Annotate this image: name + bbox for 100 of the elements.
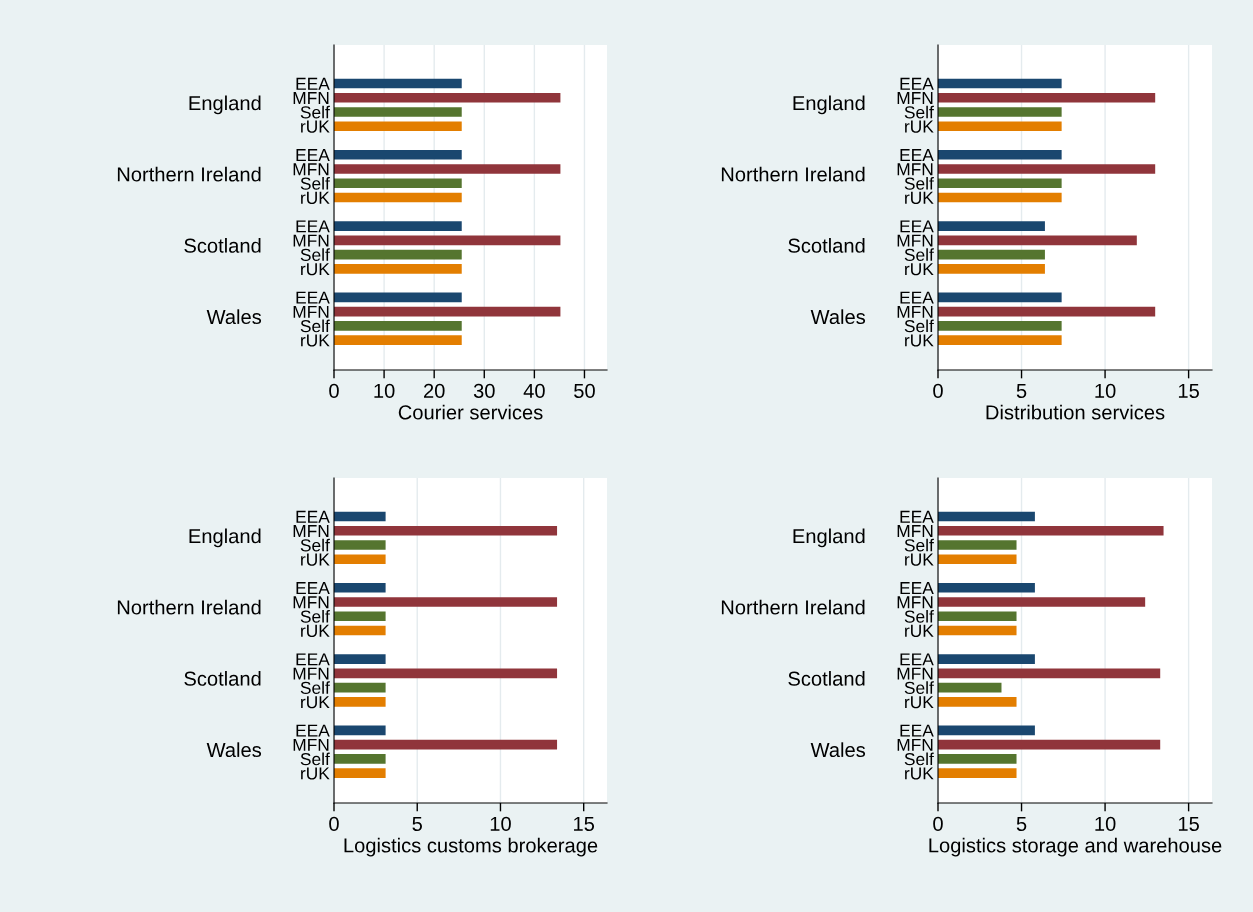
text: Self bbox=[904, 752, 934, 766]
text: MFN bbox=[293, 596, 329, 609]
text: MFN bbox=[897, 738, 933, 751]
text: rUK bbox=[301, 263, 330, 276]
bar bbox=[938, 107, 1062, 117]
x-tick-label: 15 bbox=[574, 816, 595, 831]
series-label: EEA bbox=[900, 510, 934, 523]
y-tick-label: Wales bbox=[810, 309, 866, 325]
x-tick-label: 10 bbox=[374, 383, 395, 398]
y-tick-label: England bbox=[189, 528, 261, 548]
text: EEA bbox=[296, 149, 330, 162]
bar bbox=[938, 611, 1017, 622]
x-axis-title: Logistics storage and warehouse bbox=[929, 837, 1222, 857]
bar bbox=[938, 221, 1045, 231]
series-label: Self bbox=[300, 105, 330, 119]
text: Self bbox=[904, 609, 934, 623]
text: EEA bbox=[296, 220, 330, 233]
text: MFN bbox=[293, 667, 329, 680]
text: EEA bbox=[296, 291, 330, 304]
y-tick-label: Northern Ireland bbox=[721, 599, 865, 615]
bar bbox=[938, 92, 1156, 103]
x-tick-label: 0 bbox=[933, 383, 943, 398]
text: Self bbox=[300, 681, 330, 694]
x-tick-label: 40 bbox=[523, 383, 545, 398]
text: Self bbox=[904, 681, 934, 694]
text: MFN bbox=[293, 305, 329, 318]
y-tick-label: Wales bbox=[206, 742, 262, 758]
text: rUK bbox=[301, 334, 330, 347]
x-tick-label: 5 bbox=[1016, 816, 1027, 831]
bar bbox=[938, 753, 1017, 764]
y-tick-label: England bbox=[189, 95, 261, 115]
bar bbox=[938, 525, 1164, 536]
text: MFN bbox=[897, 596, 933, 609]
text: MFN bbox=[897, 667, 933, 680]
series-label: rUK bbox=[905, 120, 934, 133]
bar bbox=[938, 306, 1156, 317]
text: Self bbox=[300, 319, 330, 333]
text: rUK bbox=[905, 767, 934, 780]
y-tick-label: England bbox=[793, 528, 865, 548]
y-tick-label: Wales bbox=[810, 742, 866, 758]
text: EEA bbox=[900, 291, 934, 304]
text: Self bbox=[904, 176, 934, 190]
series-label: MFN bbox=[897, 525, 933, 538]
text: EEA bbox=[900, 220, 934, 233]
series-label: MFN bbox=[293, 92, 329, 105]
bar bbox=[938, 149, 1062, 160]
x-tick-label: 15 bbox=[1178, 816, 1199, 831]
y-tick-label: Scotland bbox=[184, 671, 261, 686]
bar bbox=[938, 249, 1045, 260]
bar bbox=[938, 668, 1161, 679]
text: Self bbox=[300, 248, 330, 261]
text: EEA bbox=[900, 149, 934, 162]
text: EEA bbox=[296, 582, 330, 595]
bar bbox=[938, 725, 1035, 736]
y-tick-label: Northern Ireland bbox=[721, 166, 865, 182]
text: EEA bbox=[296, 724, 330, 737]
bar bbox=[938, 540, 1017, 550]
series-label: EEA bbox=[296, 510, 330, 523]
series-label: rUK bbox=[905, 553, 934, 566]
bar bbox=[938, 121, 1062, 132]
bar bbox=[938, 292, 1062, 303]
bar bbox=[938, 696, 1017, 707]
y-tick-label: Scotland bbox=[788, 671, 865, 686]
x-tick-label: 0 bbox=[933, 816, 943, 831]
text: MFN bbox=[293, 738, 329, 751]
bar bbox=[938, 768, 1017, 778]
series-label: Self bbox=[904, 105, 934, 119]
series-label: Self bbox=[904, 538, 934, 552]
text: Self bbox=[300, 176, 330, 190]
bar bbox=[938, 625, 1017, 636]
series-label: EEA bbox=[900, 77, 934, 90]
text: rUK bbox=[905, 334, 934, 347]
series-label: MFN bbox=[897, 92, 933, 105]
bar bbox=[938, 263, 1045, 274]
text: MFN bbox=[293, 234, 329, 247]
x-tick-label: 30 bbox=[473, 383, 495, 398]
x-axis-title: Logistics customs brokerage bbox=[344, 837, 598, 857]
bar bbox=[938, 682, 1002, 693]
bar bbox=[938, 192, 1062, 203]
text: Self bbox=[904, 319, 934, 333]
x-tick-label: 50 bbox=[574, 383, 595, 398]
bar bbox=[938, 164, 1156, 174]
y-tick-label: England bbox=[793, 95, 865, 115]
bar bbox=[938, 511, 1035, 522]
text: Self bbox=[904, 248, 934, 261]
x-tick-label: 5 bbox=[1016, 383, 1027, 398]
text: MFN bbox=[897, 163, 933, 176]
text: EEA bbox=[900, 582, 934, 595]
x-axis-title: Courier services bbox=[398, 404, 543, 420]
bar bbox=[938, 320, 1062, 331]
bar bbox=[938, 654, 1035, 664]
x-tick-label: 20 bbox=[424, 383, 445, 398]
y-tick-label: Wales bbox=[206, 309, 262, 325]
text: rUK bbox=[905, 696, 934, 709]
series-label: rUK bbox=[301, 120, 330, 133]
x-axis-title: Distribution services bbox=[986, 404, 1165, 420]
text: MFN bbox=[293, 163, 329, 176]
text: rUK bbox=[301, 696, 330, 709]
x-tick-label: 15 bbox=[1178, 383, 1199, 398]
text: MFN bbox=[897, 234, 933, 247]
